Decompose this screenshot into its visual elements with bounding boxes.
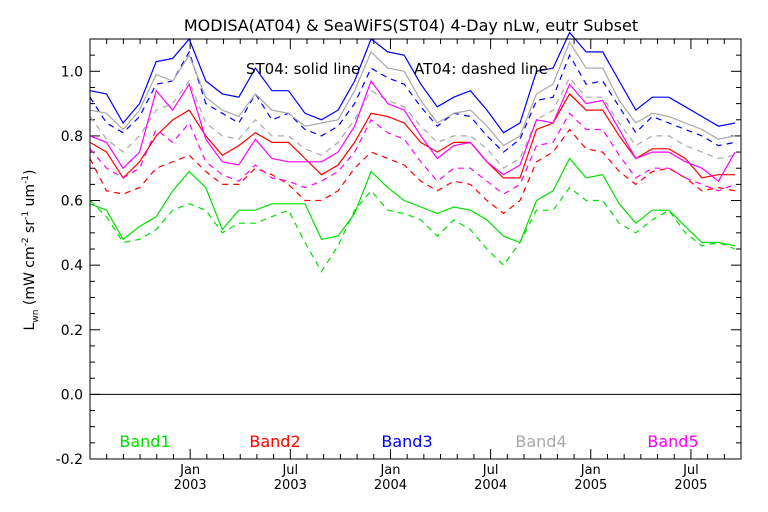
x-tick-label-month: Jul: [482, 463, 499, 478]
series-layer: [89, 31, 736, 273]
x-tick-label-month: Jul: [281, 463, 298, 478]
legend-item-band1: Band1: [119, 432, 170, 451]
y-tick-label: 0.6: [61, 194, 83, 210]
y-tick-label: 0.8: [61, 129, 83, 145]
series-band3-dashed: [89, 50, 736, 153]
y-axis-label-part-4: um: [22, 184, 38, 211]
y-axis-label-units: (mW cm: [22, 246, 38, 309]
series-band3-solid: [89, 31, 736, 134]
series-band2-solid: [89, 92, 735, 179]
x-tick-label-year: 2005: [574, 478, 607, 493]
y-tick-label: 1.0: [61, 64, 83, 80]
axis-ticks-layer: -0.20.00.20.40.60.81.0Jan2003Jul2003Jan2…: [56, 38, 742, 493]
y-axis-label: Lwn (mW cm-2 sr-1 um-1): [21, 170, 41, 331]
y-axis-label-exp-5: -1: [21, 175, 31, 184]
svg-text:Lwn (mW cm-2 sr-1 um-1): Lwn (mW cm-2 sr-1 um-1): [21, 170, 41, 331]
y-tick-label: 0.2: [61, 323, 83, 339]
series-band1-dashed: [89, 186, 736, 273]
x-tick-label-month: Jan: [379, 463, 400, 478]
series-band5-solid: [89, 79, 736, 183]
annotation-solid: ST04: solid line: [246, 60, 360, 78]
series-band4-solid: [89, 40, 736, 147]
x-tick-label-year: 2005: [674, 478, 707, 493]
y-axis-label-sub: wn: [31, 310, 41, 323]
series-band2-dashed: [89, 128, 736, 215]
x-tick-label-month: Jan: [580, 463, 601, 478]
x-tick-label-year: 2003: [174, 478, 207, 493]
y-axis-label-exp-3: -1: [21, 211, 31, 220]
x-tick-label-year: 2004: [474, 478, 507, 493]
y-tick-label: 0.4: [61, 258, 83, 274]
y-axis-label-exp-1: -2: [21, 237, 31, 246]
legend-item-band4: Band4: [515, 432, 566, 451]
legend-item-band5: Band5: [647, 432, 698, 451]
x-tick-label-year: 2003: [274, 478, 307, 493]
series-band5-dashed: [89, 112, 736, 195]
x-tick-label-month: Jan: [179, 463, 200, 478]
y-tick-label: -0.2: [56, 452, 83, 468]
series-band4-dashed: [89, 76, 736, 169]
y-axis-label-main: L: [22, 322, 38, 330]
x-tick-label-year: 2004: [374, 478, 407, 493]
annotation-dashed: AT04: dashed line: [414, 60, 548, 78]
legend-item-band2: Band2: [249, 432, 300, 451]
plot-frame: [89, 38, 742, 460]
series-band1-solid: [89, 157, 736, 247]
y-axis-label-part-6: ): [22, 170, 38, 175]
x-tick-label-month: Jul: [682, 463, 699, 478]
chart-title: MODISA(AT04) & SeaWiFS(ST04) 4-Day nLw, …: [184, 16, 638, 35]
legend-item-band3: Band3: [381, 432, 432, 451]
legend: Band1 Band2 Band3 Band4 Band5: [119, 432, 698, 451]
y-tick-label: 0.0: [61, 387, 83, 403]
y-axis-label-part-2: sr: [22, 220, 38, 238]
